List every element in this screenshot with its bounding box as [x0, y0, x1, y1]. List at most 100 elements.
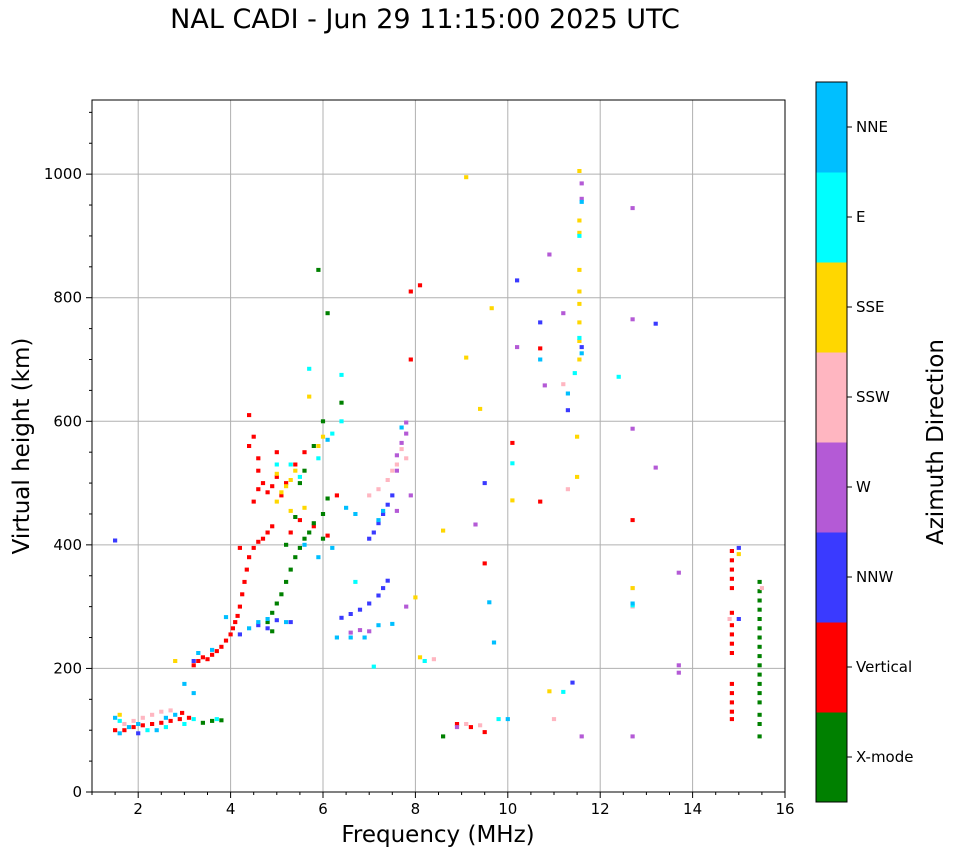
- data-point: [390, 468, 395, 473]
- x-tick-label: 6: [318, 800, 328, 818]
- data-point: [367, 536, 372, 541]
- data-point: [339, 400, 344, 405]
- data-point: [757, 598, 762, 603]
- data-point: [551, 717, 557, 722]
- data-point: [376, 593, 381, 598]
- colorbar-frame: [815, 81, 848, 803]
- data-point: [150, 722, 155, 726]
- data-point: [367, 601, 372, 606]
- data-point: [482, 561, 487, 566]
- series-e: [117, 233, 635, 733]
- data-point: [279, 592, 284, 597]
- data-point: [159, 709, 164, 714]
- data-point: [284, 484, 289, 489]
- series-ssw: [122, 382, 764, 728]
- colorbar-segment: [816, 82, 847, 173]
- data-point: [122, 722, 127, 726]
- data-point: [265, 626, 270, 631]
- data-point: [489, 306, 494, 311]
- data-point: [579, 351, 584, 356]
- data-point: [223, 638, 229, 643]
- data-point: [288, 530, 293, 535]
- data-point: [325, 437, 330, 442]
- data-point: [180, 710, 185, 715]
- data-point: [757, 734, 762, 739]
- colorbar-tick-label: NNW: [856, 568, 893, 586]
- data-point: [237, 604, 242, 609]
- data-point: [325, 533, 330, 538]
- data-point: [408, 289, 413, 294]
- data-point: [464, 355, 469, 360]
- data-point: [265, 490, 270, 495]
- x-tick-label: 2: [133, 800, 143, 818]
- data-point: [547, 689, 552, 694]
- data-point: [630, 601, 635, 606]
- data-point: [316, 555, 321, 560]
- data-point: [577, 335, 582, 340]
- data-point: [247, 444, 252, 448]
- data-point: [757, 644, 762, 649]
- data-point: [408, 357, 413, 362]
- x-tick-label: 14: [683, 800, 702, 818]
- data-point: [117, 712, 122, 717]
- data-point: [729, 549, 734, 553]
- data-point: [538, 320, 543, 325]
- data-point: [228, 632, 233, 637]
- data-point: [362, 635, 367, 640]
- data-point: [736, 617, 741, 621]
- data-point: [371, 664, 376, 669]
- data-point: [727, 617, 732, 621]
- data-point: [572, 371, 577, 376]
- data-point: [630, 734, 635, 739]
- series-sse: [117, 169, 741, 717]
- data-point: [297, 474, 302, 479]
- data-point: [284, 542, 289, 547]
- data-point: [316, 456, 321, 461]
- data-point: [729, 586, 734, 591]
- data-point: [630, 586, 635, 591]
- data-point: [270, 484, 275, 489]
- data-point: [219, 644, 224, 649]
- data-point: [464, 722, 469, 726]
- data-point: [630, 206, 635, 211]
- data-point: [320, 419, 326, 424]
- data-point: [320, 536, 326, 541]
- data-point: [136, 722, 141, 726]
- x-tick-label: 4: [226, 800, 236, 818]
- colorbar-segment: [816, 442, 847, 533]
- data-point: [353, 512, 358, 516]
- data-point: [542, 383, 547, 388]
- data-point: [307, 394, 312, 399]
- data-point: [575, 434, 580, 439]
- data-point: [357, 607, 363, 612]
- data-point: [284, 481, 289, 486]
- data-point: [237, 632, 242, 637]
- data-point: [288, 462, 293, 467]
- series-x-mode: [200, 267, 762, 739]
- data-point: [757, 607, 762, 612]
- grid-lines: [92, 100, 785, 792]
- data-point: [173, 712, 178, 717]
- data-point: [270, 610, 275, 615]
- data-point: [145, 728, 150, 733]
- data-point: [325, 311, 330, 316]
- colorbar-tick-label: NNE: [856, 118, 888, 136]
- data-point: [297, 481, 302, 486]
- data-point: [577, 357, 582, 362]
- data-point: [422, 659, 427, 663]
- data-point: [140, 723, 145, 728]
- data-point: [565, 408, 570, 413]
- data-point: [441, 734, 446, 739]
- data-point: [274, 450, 279, 455]
- data-point: [482, 730, 487, 735]
- data-point: [235, 613, 240, 618]
- data-point: [265, 530, 270, 535]
- data-point: [399, 440, 404, 445]
- data-point: [182, 722, 187, 726]
- data-point: [577, 267, 582, 272]
- data-point: [736, 552, 741, 557]
- data-point: [729, 651, 734, 655]
- data-point: [131, 718, 136, 723]
- data-point: [297, 518, 302, 523]
- data-point: [247, 413, 252, 418]
